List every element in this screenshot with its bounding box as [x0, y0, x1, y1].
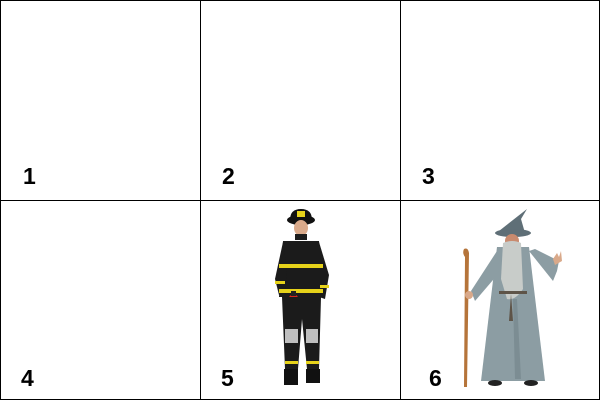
grid-cell-1[interactable]: 1 — [1, 1, 200, 200]
cell-number-label: 5 — [221, 365, 234, 391]
grid-cell-3[interactable]: 3 — [401, 1, 600, 200]
grid-cell-2[interactable]: 2 — [201, 1, 400, 200]
cell-number-label: 2 — [222, 163, 235, 189]
cell-number-label: 6 — [429, 365, 442, 391]
cell-number-label: 1 — [23, 163, 36, 189]
firefighter-figure — [275, 209, 329, 385]
grid-divider-horizontal — [1, 200, 599, 201]
wizard-figure — [463, 209, 562, 387]
cell-number-label: 3 — [422, 163, 435, 189]
grid-cell-5[interactable]: 5 — [201, 201, 400, 400]
grid-cell-4[interactable]: 4 — [1, 201, 200, 400]
grid-cell-6[interactable]: 6 — [401, 201, 600, 400]
cell-number-label: 4 — [21, 365, 34, 391]
